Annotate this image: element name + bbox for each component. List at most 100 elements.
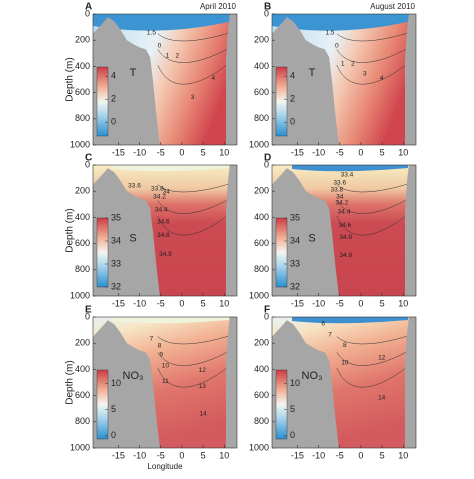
contour-label: 4 <box>211 75 215 82</box>
x-tick-label: -5 <box>336 450 344 460</box>
panel-letter: C <box>85 153 92 164</box>
contour-label: 34.2 <box>336 199 349 206</box>
y-tick-label: 800 <box>75 416 90 426</box>
x-tick-label: 0 <box>179 298 184 308</box>
colorbar-tick-label: 0 <box>111 430 116 440</box>
contour-label: 14 <box>200 411 208 418</box>
contour-label: 33.8 <box>151 185 164 192</box>
contour-label: 3 <box>191 94 195 101</box>
panel-letter: F <box>264 305 270 316</box>
contour-label: 34.6 <box>157 218 170 225</box>
y-tick-label: 800 <box>75 113 90 123</box>
contour-label: 34 <box>336 193 344 200</box>
x-tick-label: 5 <box>380 450 385 460</box>
y-tick-label: 1000 <box>249 139 269 149</box>
y-tick-label: 200 <box>75 35 90 45</box>
contour-label: 2 <box>175 53 179 60</box>
contour-label: 3 <box>363 71 367 78</box>
x-tick-label: 0 <box>179 147 184 157</box>
contour-label: 34.8 <box>339 234 352 241</box>
x-tick-label: -10 <box>133 450 146 460</box>
y-tick-label: 600 <box>254 238 269 248</box>
x-tick-label: -15 <box>291 450 304 460</box>
colorbar-tick-label: 4 <box>290 71 295 81</box>
contour-label: 34.4 <box>155 206 168 213</box>
colorbar-tick-label: 10 <box>111 378 121 388</box>
contour-label: 2 <box>351 60 355 67</box>
y-tick-label: 800 <box>254 113 269 123</box>
topography <box>404 165 416 296</box>
y-tick-label: 400 <box>75 61 90 71</box>
panel-title: April 2010 <box>200 2 237 11</box>
x-tick-label: 10 <box>398 298 408 308</box>
contour-label: 0 <box>158 43 162 50</box>
panel: -15 -10 -5 0 5 10 0 200 400 600 800 1000 32 33 34 35 S 33… <box>65 153 238 308</box>
y-tick-label: 600 <box>254 390 269 400</box>
y-tick-label: 0 <box>264 8 269 18</box>
colorbar-tick-label: 32 <box>290 281 300 291</box>
x-tick-label: 0 <box>179 450 184 460</box>
colorbar <box>96 369 109 440</box>
contour-label: 8 <box>158 343 162 350</box>
topography <box>225 317 237 448</box>
surface-layer <box>113 317 229 324</box>
plot-frame <box>271 164 417 297</box>
colorbar-tick-label: 2 <box>290 94 295 104</box>
variable-label: T <box>309 67 316 79</box>
y-tick-label: 600 <box>75 238 90 248</box>
surface-layer <box>292 165 408 172</box>
contour-label: 7 <box>328 332 332 339</box>
colorbar-tick-label: 34 <box>111 235 121 245</box>
contour-label: 34.2 <box>153 193 166 200</box>
x-tick-label: -5 <box>157 450 165 460</box>
plot-frame <box>92 316 238 449</box>
x-tick-label: -15 <box>291 298 304 308</box>
x-axis-label: Longitude <box>147 462 183 471</box>
colorbar-tick-label: 2 <box>111 94 116 104</box>
colorbar-tick-label: 5 <box>290 404 295 414</box>
y-tick-label: 600 <box>75 87 90 97</box>
x-tick-label: -5 <box>157 298 165 308</box>
y-axis-label: Depth (m) <box>65 57 76 101</box>
contour-label: 10 <box>162 363 170 370</box>
topography <box>225 14 237 145</box>
topography <box>93 320 160 448</box>
topography <box>272 168 339 296</box>
x-tick-label: -10 <box>312 450 325 460</box>
x-tick-label: 5 <box>201 298 206 308</box>
y-tick-label: 400 <box>254 364 269 374</box>
contour-label: 11 <box>162 378 169 385</box>
surface-layer <box>113 165 229 172</box>
contour-label: 12 <box>199 367 207 374</box>
y-tick-label: 800 <box>254 416 269 426</box>
colorbar-tick-label: 34 <box>290 235 300 245</box>
colorbar-tick-label: 5 <box>111 404 116 414</box>
contour-label: 10 <box>341 360 349 367</box>
colorbar <box>275 369 288 440</box>
colorbar <box>96 66 109 137</box>
colorbar-tick-label: 32 <box>111 281 121 291</box>
colorbar-tick-label: 33 <box>290 258 300 268</box>
x-tick-label: 5 <box>201 450 206 460</box>
colorbar-tick-label: 0 <box>290 117 295 127</box>
surface-layer <box>272 14 416 31</box>
contour-label: 34.8 <box>157 232 170 239</box>
x-tick-label: 0 <box>358 450 363 460</box>
y-tick-label: 600 <box>254 87 269 97</box>
y-tick-label: 1000 <box>70 442 90 452</box>
y-tick-label: 200 <box>75 186 90 196</box>
y-tick-label: 0 <box>85 8 90 18</box>
plot-frame <box>271 316 417 449</box>
contour-label: 34.9 <box>339 252 352 259</box>
contour-label: 7 <box>150 336 154 343</box>
colorbar-tick-label: 0 <box>290 430 295 440</box>
contour-label: 8 <box>343 342 347 349</box>
variable-label: S <box>129 232 136 244</box>
x-tick-label: -15 <box>291 147 304 157</box>
y-tick-label: 200 <box>254 186 269 196</box>
x-tick-label: 10 <box>219 450 229 460</box>
contour-label: 1 <box>166 53 170 60</box>
colorbar-tick-label: 35 <box>290 212 300 222</box>
